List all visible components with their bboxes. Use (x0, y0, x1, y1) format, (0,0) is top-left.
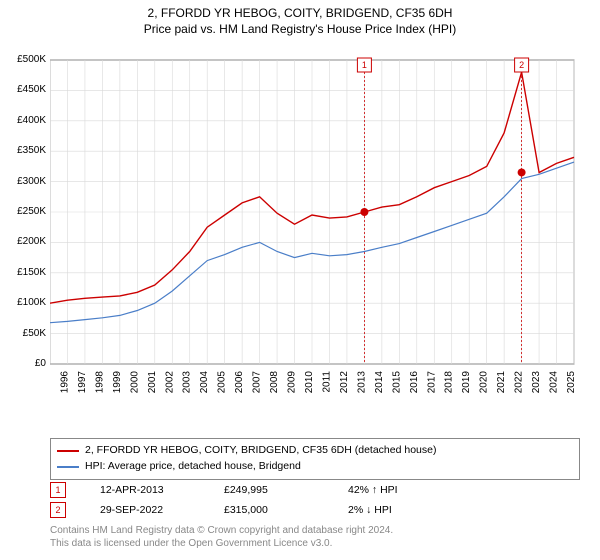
y-tick-label: £200K (2, 236, 46, 247)
price-chart: 1995 1996 1997 1998 1999 2000 2001 2002 2003 2004… (50, 54, 580, 394)
svg-text:2005: 2005 (217, 371, 228, 394)
y-tick-label: £0 (2, 358, 46, 369)
svg-text:2000: 2000 (129, 371, 140, 394)
marker-badge: 1 (50, 482, 66, 498)
footer-attribution: Contains HM Land Registry data © Crown c… (50, 524, 580, 550)
svg-text:2003: 2003 (182, 371, 193, 394)
svg-text:2011: 2011 (321, 371, 332, 393)
legend-label: HPI: Average price, detached house, Brid… (85, 459, 301, 475)
legend-item: HPI: Average price, detached house, Brid… (57, 459, 573, 475)
svg-text:2018: 2018 (444, 371, 455, 394)
svg-text:2009: 2009 (287, 371, 298, 394)
svg-text:2002: 2002 (164, 371, 175, 394)
chart-container: 2, FFORDD YR HEBOG, COITY, BRIDGEND, CF3… (0, 0, 600, 560)
marker-date: 29-SEP-2022 (100, 504, 190, 516)
svg-text:1: 1 (362, 60, 367, 70)
y-tick-label: £150K (2, 267, 46, 278)
svg-text:2020: 2020 (479, 371, 490, 394)
legend-item: 2, FFORDD YR HEBOG, COITY, BRIDGEND, CF3… (57, 443, 573, 459)
svg-text:2012: 2012 (339, 371, 350, 394)
marker-date: 12-APR-2013 (100, 484, 190, 496)
marker-price: £249,995 (224, 484, 314, 496)
y-tick-label: £450K (2, 84, 46, 95)
y-tick-label: £100K (2, 297, 46, 308)
legend: 2, FFORDD YR HEBOG, COITY, BRIDGEND, CF3… (50, 438, 580, 480)
svg-text:2010: 2010 (304, 371, 315, 394)
legend-swatch (57, 466, 79, 468)
y-tick-label: £350K (2, 145, 46, 156)
title-block: 2, FFORDD YR HEBOG, COITY, BRIDGEND, CF3… (0, 0, 600, 37)
svg-text:2014: 2014 (374, 371, 385, 394)
svg-text:1997: 1997 (77, 371, 88, 394)
svg-text:2013: 2013 (356, 371, 367, 394)
svg-text:2004: 2004 (199, 371, 210, 394)
marker-row: 1 12-APR-2013 £249,995 42% ↑ HPI (50, 480, 580, 500)
svg-text:2008: 2008 (269, 371, 280, 394)
y-tick-label: £400K (2, 115, 46, 126)
svg-text:2025: 2025 (566, 371, 577, 394)
svg-text:1995: 1995 (50, 371, 53, 394)
marker-delta: 42% ↑ HPI (348, 484, 438, 496)
chart-title-address: 2, FFORDD YR HEBOG, COITY, BRIDGEND, CF3… (0, 6, 600, 22)
svg-text:1998: 1998 (94, 371, 105, 394)
svg-text:2001: 2001 (147, 371, 158, 394)
svg-text:1996: 1996 (59, 371, 70, 394)
svg-text:2015: 2015 (391, 371, 402, 394)
svg-text:2017: 2017 (426, 371, 437, 394)
svg-text:2022: 2022 (514, 371, 525, 394)
marker-row: 2 29-SEP-2022 £315,000 2% ↓ HPI (50, 500, 580, 520)
footer-line1: Contains HM Land Registry data © Crown c… (50, 524, 580, 537)
transaction-markers: 1 12-APR-2013 £249,995 42% ↑ HPI 2 29-SEP-202… (50, 480, 580, 520)
svg-text:2023: 2023 (531, 371, 542, 394)
svg-text:1999: 1999 (112, 371, 123, 394)
svg-text:2007: 2007 (252, 371, 263, 394)
svg-text:2019: 2019 (461, 371, 472, 394)
marker-delta: 2% ↓ HPI (348, 504, 438, 516)
svg-text:2024: 2024 (549, 371, 560, 394)
legend-label: 2, FFORDD YR HEBOG, COITY, BRIDGEND, CF3… (85, 443, 436, 459)
svg-text:2016: 2016 (409, 371, 420, 394)
y-tick-label: £250K (2, 206, 46, 217)
svg-text:2006: 2006 (234, 371, 245, 394)
svg-text:2: 2 (519, 60, 524, 70)
y-tick-label: £500K (2, 54, 46, 65)
footer-line2: This data is licensed under the Open Gov… (50, 537, 580, 550)
chart-title-sub: Price paid vs. HM Land Registry's House … (0, 22, 600, 38)
marker-badge: 2 (50, 502, 66, 518)
svg-text:2021: 2021 (496, 371, 507, 394)
y-tick-label: £300K (2, 176, 46, 187)
marker-price: £315,000 (224, 504, 314, 516)
legend-swatch (57, 450, 79, 452)
y-tick-label: £50K (2, 328, 46, 339)
